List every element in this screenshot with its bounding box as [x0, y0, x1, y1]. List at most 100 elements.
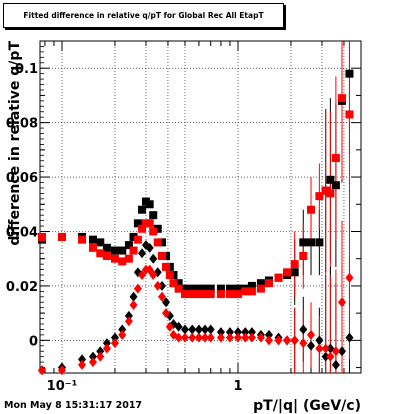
data-point-diamond	[88, 351, 97, 362]
data-point-square	[264, 279, 273, 288]
data-point-square	[96, 238, 105, 247]
data-point-diamond	[124, 316, 133, 327]
data-point-diamond	[157, 291, 166, 302]
data-point-diamond	[138, 270, 147, 281]
data-point-square	[57, 232, 66, 241]
data-point-diamond	[162, 297, 171, 308]
data-point-square	[38, 232, 47, 241]
data-point-square	[225, 284, 234, 293]
data-point-diamond	[165, 321, 174, 332]
data-point-square	[102, 251, 111, 260]
data-point-square	[216, 284, 225, 293]
data-point-square	[315, 192, 324, 201]
data-point-square	[233, 284, 242, 293]
data-point-square	[315, 238, 324, 247]
data-point-square	[162, 262, 171, 271]
data-point-diamond	[129, 291, 138, 302]
data-point-square	[194, 290, 203, 299]
data-point-square	[233, 290, 242, 299]
data-point-diamond	[110, 332, 119, 343]
data-point-square	[331, 154, 340, 163]
y-tick-label: 0.08	[6, 117, 38, 132]
data-point-diamond	[315, 343, 324, 354]
data-point-diamond	[78, 354, 87, 365]
timestamp: Mon May 8 15:31:17 2017	[4, 400, 143, 411]
data-point-diamond	[225, 332, 234, 343]
data-point-square	[299, 238, 308, 247]
data-point-diamond	[78, 359, 87, 370]
data-point-diamond	[321, 343, 330, 354]
data-point-diamond	[274, 335, 283, 346]
data-point-diamond	[201, 332, 210, 343]
data-point-square	[88, 235, 97, 244]
data-point-diamond	[188, 324, 197, 335]
data-point-diamond	[338, 297, 347, 308]
data-point-diamond	[233, 332, 242, 343]
data-point-square	[174, 284, 183, 293]
data-point-square	[153, 238, 162, 247]
data-point-square	[290, 268, 299, 277]
data-point-diamond	[326, 351, 335, 362]
data-point-square	[88, 243, 97, 252]
data-point-square	[283, 268, 292, 277]
data-point-square	[326, 175, 335, 184]
data-point-square	[169, 279, 178, 288]
data-point-square	[78, 235, 87, 244]
data-point-diamond	[299, 338, 308, 349]
data-point-square	[129, 232, 138, 241]
data-point-diamond	[153, 280, 162, 291]
data-point-diamond	[283, 335, 292, 346]
data-point-square	[307, 238, 316, 247]
data-point-square	[345, 110, 354, 119]
data-point-square	[124, 241, 133, 250]
data-point-diamond	[315, 335, 324, 346]
data-point-diamond	[188, 332, 197, 343]
chart-title-box: Fitted difference in relative q/pT for G…	[3, 3, 284, 28]
data-point-diamond	[96, 351, 105, 362]
data-point-square	[290, 260, 299, 269]
data-point-square	[138, 224, 147, 233]
data-point-diamond	[145, 242, 154, 253]
data-point-square	[162, 251, 171, 260]
data-point-diamond	[174, 321, 183, 332]
data-point-square	[274, 273, 283, 282]
data-point-diamond	[118, 329, 127, 340]
data-point-square	[138, 205, 147, 214]
data-point-diamond	[206, 324, 215, 335]
data-point-square	[157, 251, 166, 260]
data-point-diamond	[194, 332, 203, 343]
x-tick-label: 1	[233, 379, 242, 394]
data-point-square	[118, 257, 127, 266]
data-point-square	[338, 94, 347, 103]
data-point-diamond	[256, 332, 265, 343]
data-point-diamond	[96, 346, 105, 357]
chart-title: Fitted difference in relative q/pT for G…	[23, 11, 264, 20]
data-point-square	[181, 290, 190, 299]
data-point-diamond	[57, 365, 66, 376]
data-point-diamond	[216, 332, 225, 343]
data-point-diamond	[290, 335, 299, 346]
data-point-square	[188, 290, 197, 299]
data-point-diamond	[331, 359, 340, 370]
data-point-square	[181, 284, 190, 293]
data-point-square	[174, 279, 183, 288]
data-point-square	[241, 287, 250, 296]
data-point-diamond	[162, 308, 171, 319]
x-tick-label: 10⁻¹	[47, 379, 78, 394]
data-point-diamond	[181, 332, 190, 343]
data-point-diamond	[338, 346, 347, 357]
data-point-diamond	[124, 310, 133, 321]
data-point-diamond	[321, 351, 330, 362]
data-point-square	[188, 284, 197, 293]
data-point-square	[153, 224, 162, 233]
data-point-square	[110, 246, 119, 255]
data-point-diamond	[194, 324, 203, 335]
data-point-square	[129, 246, 138, 255]
data-point-square	[194, 284, 203, 293]
data-point-square	[201, 290, 210, 299]
data-point-diamond	[138, 248, 147, 259]
data-point-square	[118, 246, 127, 255]
data-point-diamond	[149, 253, 158, 264]
